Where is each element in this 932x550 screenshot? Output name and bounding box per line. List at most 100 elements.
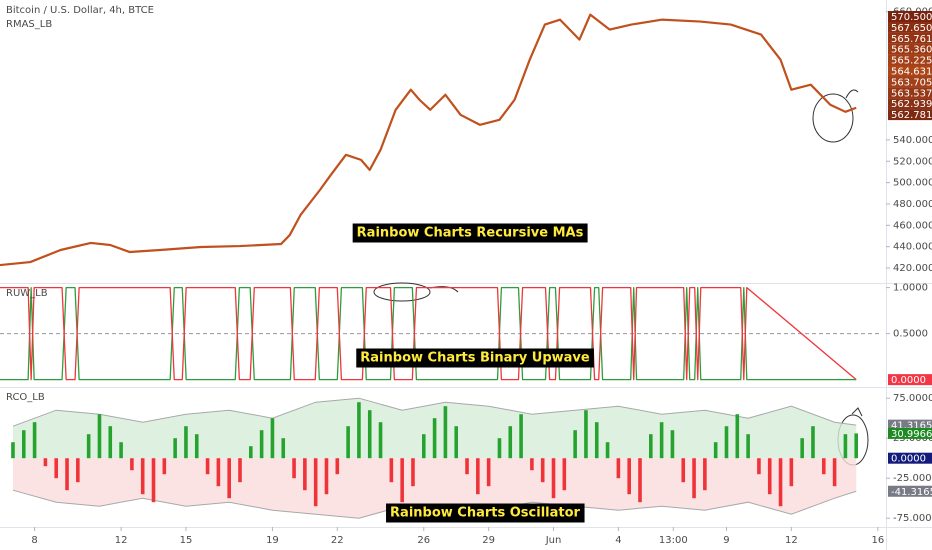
histogram-bar [313, 458, 318, 507]
price-badge [888, 427, 932, 439]
price-badge [888, 419, 932, 431]
series-line [0, 286, 857, 381]
histogram-bar [140, 458, 145, 495]
histogram-bar [497, 438, 502, 459]
price-badge-label: 563.7054 [891, 77, 932, 88]
histogram-bar [670, 430, 675, 459]
histogram-bar [130, 458, 134, 471]
histogram-bar [346, 426, 350, 459]
pane-title: RUW_LB [6, 288, 48, 299]
x-tick-label: 12 [115, 535, 128, 546]
x-tick-label: 15 [180, 535, 193, 546]
x-tick-label: 19 [266, 535, 279, 546]
y-tick-label: -75.0000 [893, 513, 932, 524]
histogram-bar [86, 434, 91, 459]
histogram-bar [508, 426, 513, 459]
annotation-box [386, 503, 585, 523]
histogram-bar [411, 458, 415, 487]
pane-subtitle: RMAS_LB [6, 19, 52, 30]
pane-title: RCO_LB [6, 392, 45, 403]
y-tick-label: 540.000 [893, 135, 932, 146]
price-badge-label: 562.7813 [891, 110, 932, 121]
histogram-bar [400, 458, 404, 503]
histogram-bar [605, 442, 610, 459]
histogram-bar [735, 414, 740, 459]
price-badge-label: 564.6318 [891, 67, 932, 78]
histogram-bar [184, 426, 188, 459]
price-badge [888, 76, 932, 88]
annotation-box [356, 348, 594, 368]
pane [0, 286, 880, 381]
price-badge [888, 485, 932, 497]
y-tick-label: 460.000 [893, 220, 932, 231]
histogram-bar [703, 458, 707, 491]
histogram-bar [530, 458, 534, 471]
price-badge [888, 98, 932, 110]
histogram-bar [249, 446, 253, 459]
price-badge [888, 374, 932, 386]
histogram-bar [789, 458, 794, 487]
histogram-bar [238, 458, 242, 483]
x-tick-label: 13:00 [659, 535, 688, 546]
histogram-bar [227, 458, 231, 499]
histogram-bar [659, 422, 664, 459]
y-tick-label: 0.5000 [893, 329, 928, 340]
hand-drawn-circle [373, 282, 431, 302]
histogram-bar [551, 458, 556, 499]
annotation: Rainbow Charts Oscillator [390, 506, 581, 521]
histogram-bar [205, 458, 210, 475]
histogram-bar [476, 458, 480, 495]
price-badge [888, 11, 932, 22]
x-tick-label: 8 [31, 535, 37, 546]
histogram-bar [692, 458, 696, 499]
histogram-bar [832, 458, 837, 487]
x-tick-label: 9 [723, 535, 729, 546]
x-tick-label: 4 [615, 535, 621, 546]
price-badge-label: 30.9966 [891, 429, 932, 440]
envelope-area [12, 458, 857, 519]
histogram-bar [713, 442, 718, 459]
histogram-bar [324, 458, 329, 495]
histogram-bar [746, 434, 750, 459]
y-tick-label: 420.000 [893, 263, 932, 274]
histogram-bar [486, 458, 491, 487]
annotation: Rainbow Charts Binary Upwave [360, 351, 590, 366]
price-badge [888, 43, 932, 55]
histogram-bar [465, 458, 469, 475]
histogram-bar [335, 458, 340, 475]
price-badge-label: 565.3604 [891, 45, 932, 56]
hand-drawn-arrow [845, 89, 859, 99]
histogram-bar [76, 458, 80, 483]
histogram-bar [573, 430, 577, 459]
annotation: Rainbow Charts Recursive MAs [357, 226, 584, 241]
histogram-bar [357, 402, 361, 459]
price-badge-label: 41.3165 [891, 421, 932, 432]
histogram-bar [638, 458, 642, 503]
histogram-bar [11, 442, 15, 459]
histogram-bar [443, 406, 448, 459]
histogram-bar [97, 414, 102, 459]
x-tick-label: 29 [482, 535, 495, 546]
price-badge [888, 87, 932, 99]
y-tick-label: 480.000 [893, 199, 932, 210]
pane-title: Bitcoin / U.S. Dollar, 4h, BTCE [6, 5, 154, 16]
hand-drawn-circle [812, 93, 854, 143]
histogram-bar [778, 458, 783, 507]
x-tick-label: 22 [331, 535, 344, 546]
histogram-bar [757, 458, 761, 475]
histogram-bar [151, 458, 156, 503]
hand-drawn-arrow [851, 407, 863, 417]
series-line [0, 286, 857, 381]
price-badge-label: 567.6500 [891, 23, 932, 34]
x-tick-label: 12 [785, 535, 798, 546]
histogram-bar [119, 442, 123, 459]
price-badge-label: 565.2250 [891, 56, 932, 67]
price-badge-label: 0.0000 [891, 375, 926, 386]
histogram-bar [32, 422, 37, 459]
histogram-bar [800, 438, 804, 459]
histogram-bar [562, 458, 567, 491]
price-badge-label: -41.3165 [891, 487, 932, 498]
x-tick-label: Jun [545, 535, 562, 546]
